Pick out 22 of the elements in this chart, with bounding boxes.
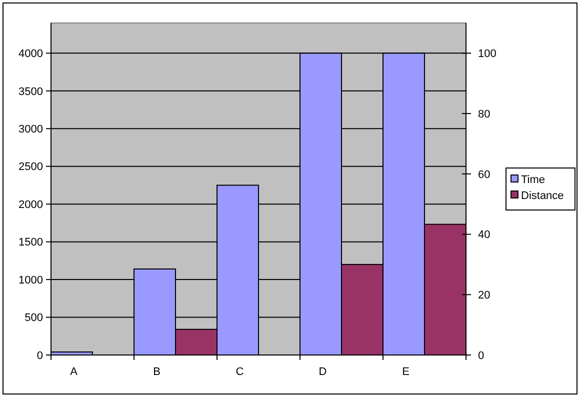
- y-tick-label: 2000: [18, 198, 43, 211]
- y2-tick-label: 80: [478, 108, 490, 120]
- y-tick-label: 1000: [18, 274, 43, 286]
- y-tick-label: 3000: [18, 123, 43, 136]
- y2-tick-label: 60: [478, 168, 490, 181]
- x-tick-label: D: [318, 366, 327, 378]
- y-tick-label: 2500: [18, 161, 43, 174]
- x-tick-label: B: [153, 366, 160, 378]
- y2-tick-label: 0: [478, 350, 484, 362]
- y-tick-label: 0: [36, 350, 43, 362]
- x-tick-label: A: [70, 366, 78, 378]
- x-tick-label: E: [402, 366, 410, 378]
- y-tick-label: 4000: [18, 48, 43, 60]
- legend-label: Time: [521, 174, 546, 186]
- x-tick-label: C: [236, 366, 244, 378]
- y2-tick-label: 40: [478, 229, 490, 242]
- legend-label: Distance: [521, 190, 564, 202]
- y-tick-label: 3500: [18, 86, 43, 98]
- y-tick-label: 1500: [18, 236, 43, 249]
- y2-tick-label: 20: [478, 289, 490, 302]
- y2-tick-label: 100: [478, 48, 496, 60]
- y-tick-label: 500: [24, 312, 43, 324]
